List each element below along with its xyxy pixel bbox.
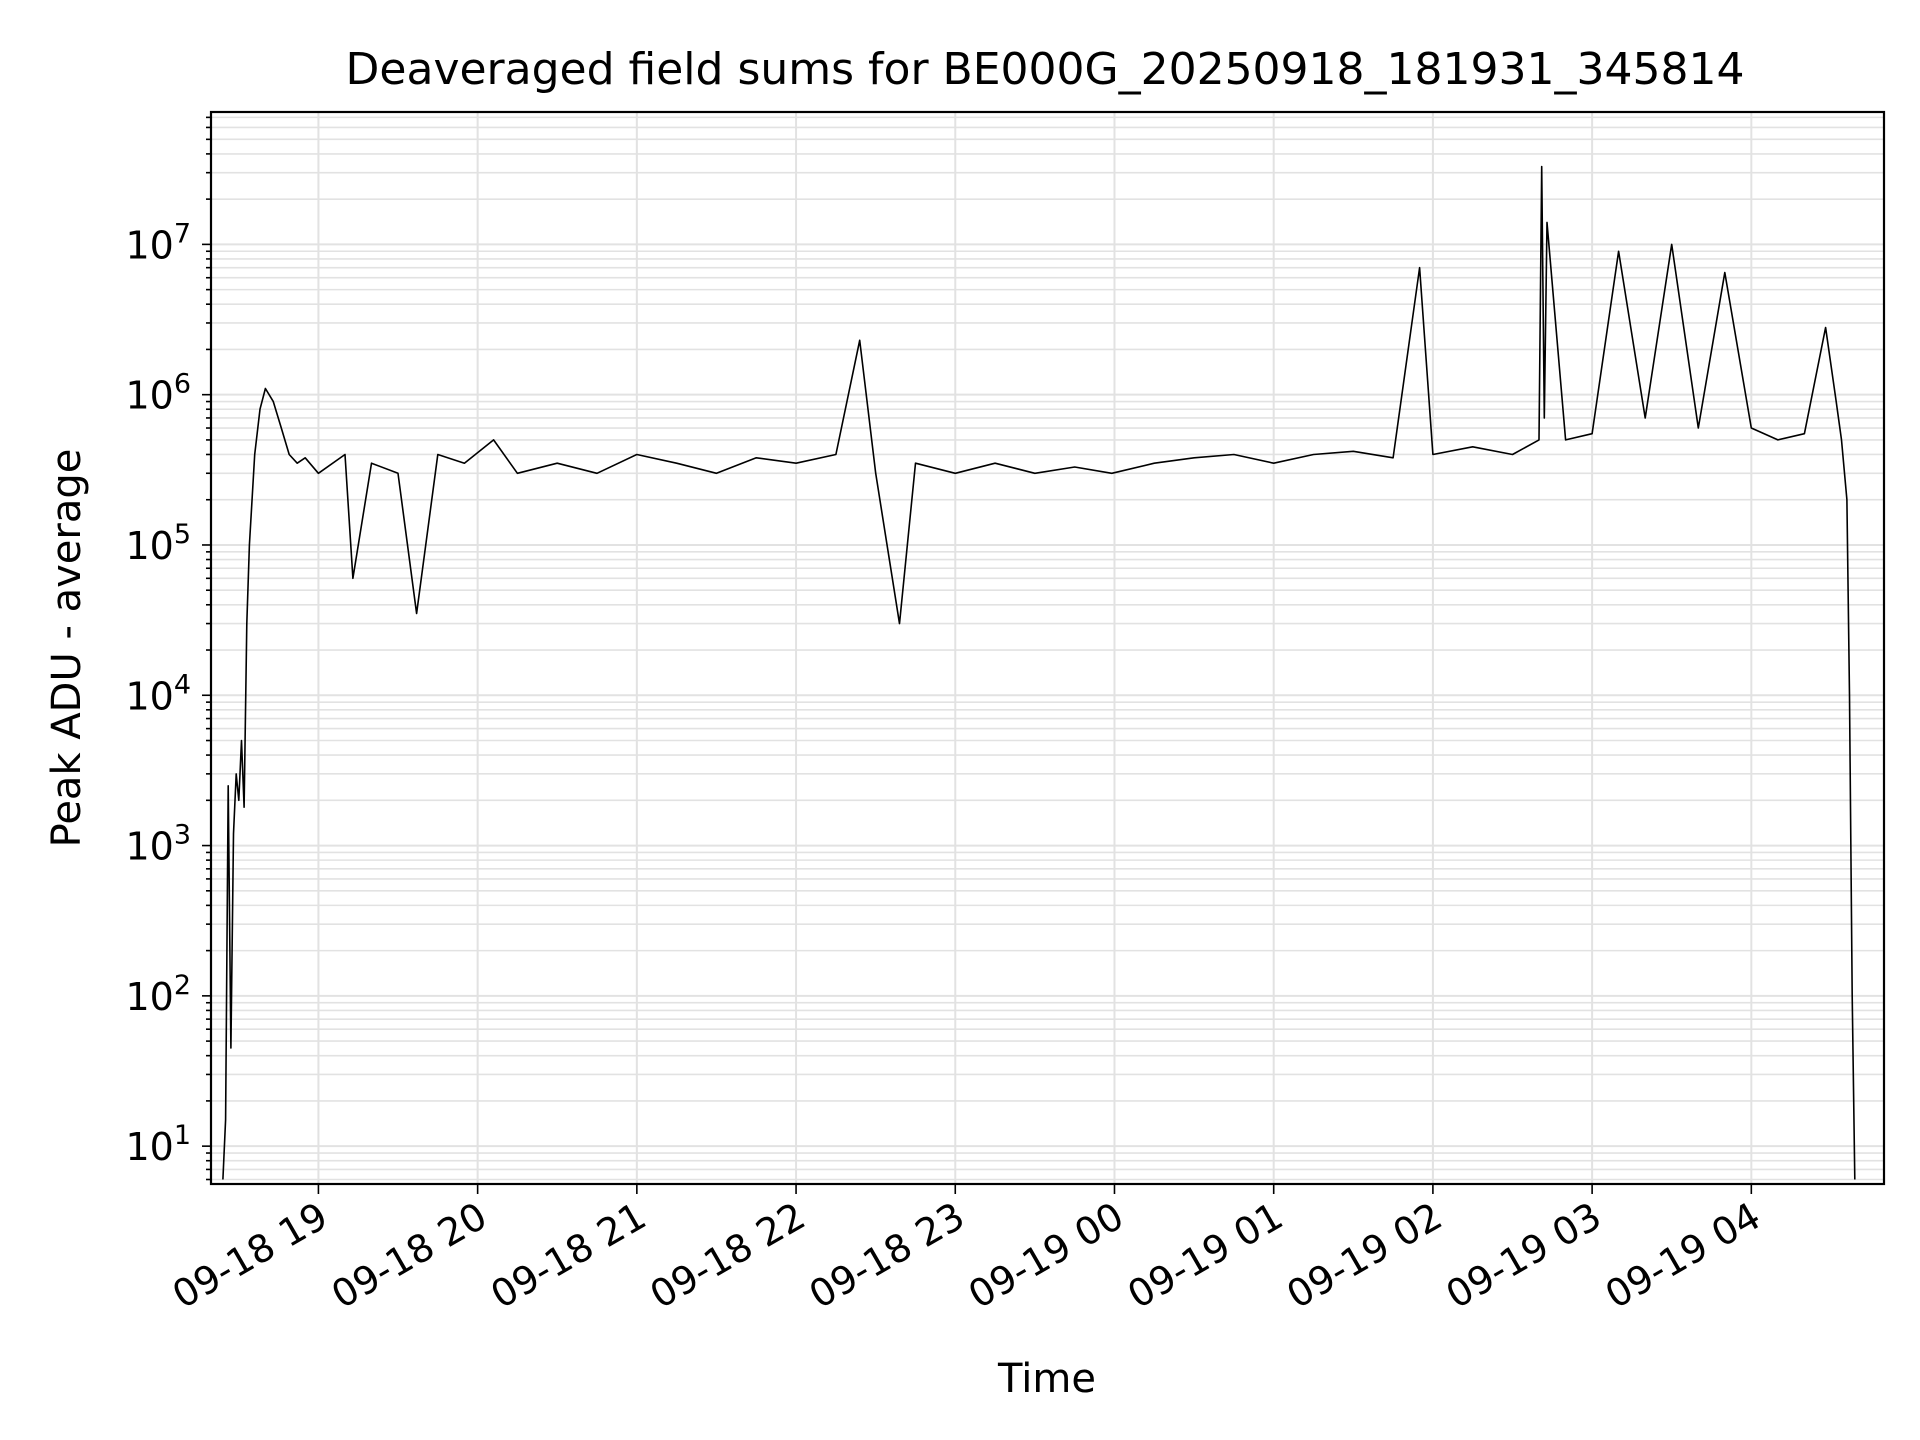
y-tick-exponent: 7 [174,218,191,249]
y-tick-exponent: 6 [174,369,191,400]
y-tick-exponent: 2 [174,970,191,1001]
y-tick-base: 10 [125,975,173,1019]
x-axis-label: Time [997,1356,1096,1402]
y-tick-base: 10 [125,374,173,418]
y-tick-exponent: 4 [174,669,191,700]
y-tick-base: 10 [125,674,173,718]
y-tick-exponent: 1 [174,1120,191,1151]
y-tick-exponent: 5 [174,519,191,550]
y-tick-base: 10 [125,223,173,267]
y-tick-exponent: 3 [174,820,191,851]
y-tick-base: 10 [125,825,173,869]
chart-title: Deaveraged field sums for BE000G_2025091… [346,44,1745,95]
y-tick-base: 10 [125,1125,173,1169]
y-axis-label: Peak ADU - average [44,449,90,848]
y-tick-base: 10 [125,524,173,568]
